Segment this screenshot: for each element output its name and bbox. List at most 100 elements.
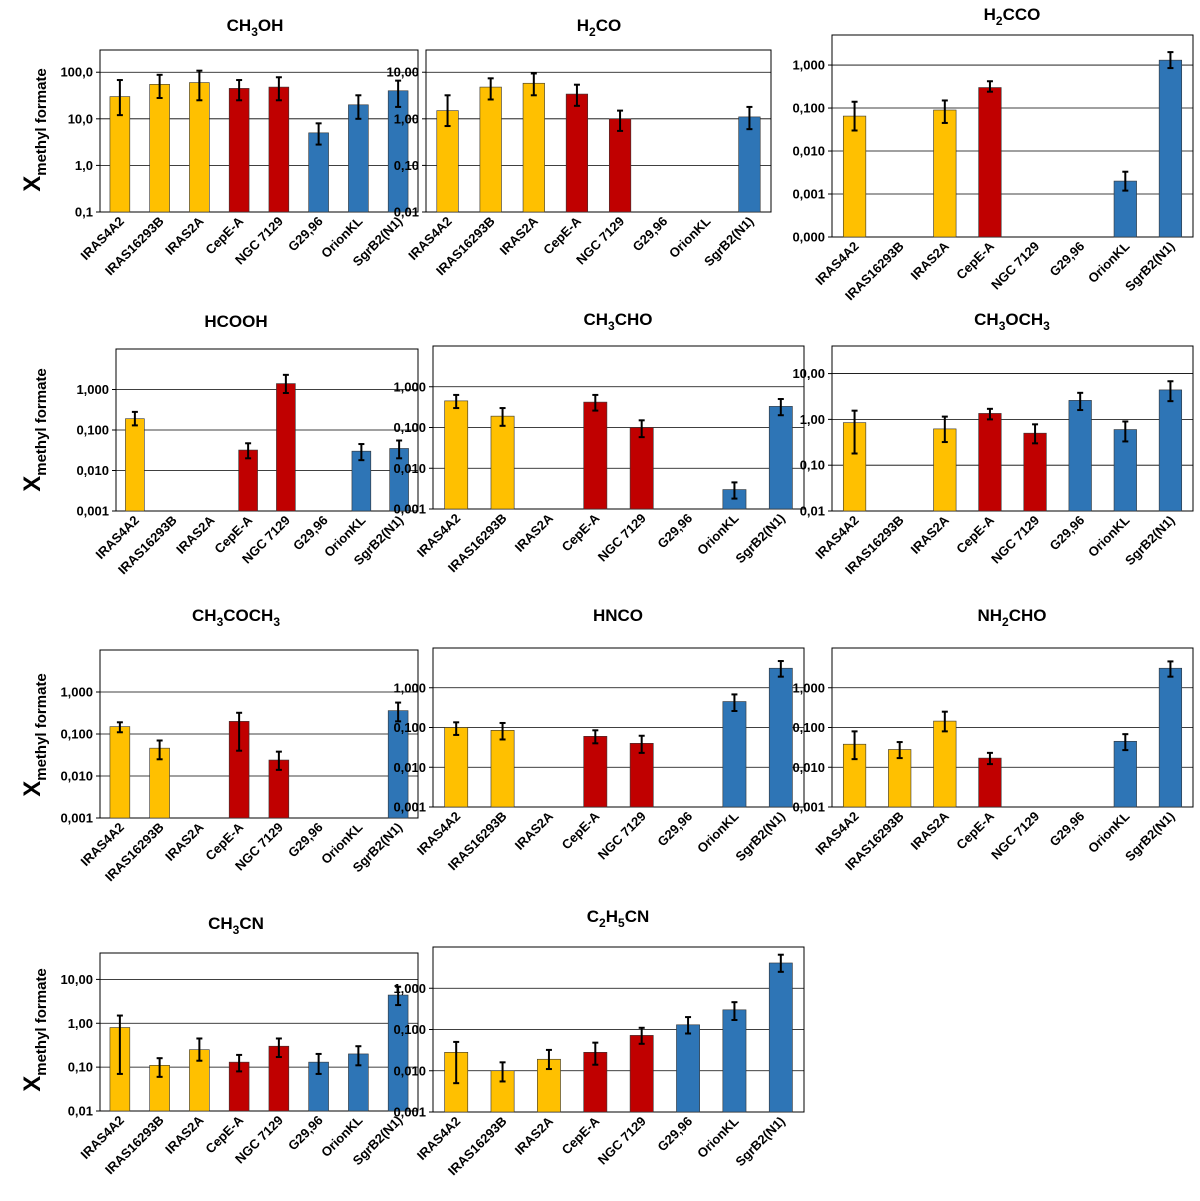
y-tick-label: 0,100 (393, 420, 426, 435)
x-tick-label: IRAS2A (908, 808, 953, 853)
bar-sgrb2-n1- (387, 994, 409, 1112)
plot-area (99, 952, 419, 1112)
x-tick-label: CepE-A (540, 213, 584, 257)
y-tick-label: 1,000 (76, 382, 109, 397)
y-tick-label: 10,0 (68, 111, 93, 126)
bar-g29-96 (676, 1024, 700, 1113)
error-bar (245, 442, 252, 460)
bar-sgrb2-n1- (768, 667, 793, 808)
error-bar (156, 1057, 163, 1078)
error-bar (592, 1041, 599, 1066)
y-tick-label: 0,10 (800, 458, 825, 473)
x-tick-label: NGC 7129 (595, 809, 649, 863)
panel-3: 0,0000,0010,0100,1001,000IRAS4A2IRAS1629… (792, 5, 1194, 303)
chart-title: H2CCO (984, 5, 1041, 28)
x-tick-label: CepE-A (953, 238, 997, 282)
error-bar (355, 1045, 362, 1067)
y-axis-label: Xmethyl formate (19, 368, 50, 492)
error-bar (1167, 660, 1174, 678)
error-bar (731, 481, 738, 500)
y-tick-label: 10,00 (792, 366, 825, 381)
x-tick-label: SgrB2(N1) (732, 1114, 788, 1170)
error-bar (499, 407, 506, 427)
y-tick-label: 0,100 (393, 1022, 426, 1037)
x-tick-label: SgrB2(N1) (732, 809, 788, 865)
y-axis-label: Xmethyl formate (19, 68, 50, 192)
error-bar (986, 80, 993, 93)
bar-cepe-a (583, 401, 608, 510)
chart-title: NH2CHO (977, 606, 1046, 629)
y-tick-label: 0,001 (792, 187, 825, 202)
y-tick-label: 0,010 (393, 461, 426, 476)
x-tick-label: G29,96 (654, 809, 695, 850)
error-bar (1122, 733, 1129, 752)
y-tick-label: 0,01 (800, 504, 825, 519)
x-tick-label: OrionKL (694, 510, 741, 557)
y-tick-label: 1,0 (75, 158, 93, 173)
y-tick-label: 1,00 (394, 111, 419, 126)
y-tick-label: 0,100 (60, 727, 93, 742)
error-bar (453, 721, 460, 736)
x-tick-label: IRAS2A (908, 238, 953, 283)
y-tick-label: 1,00 (68, 1016, 93, 1031)
error-bar (453, 393, 460, 410)
y-tick-label: 0,001 (792, 800, 825, 815)
plot-area (425, 49, 772, 213)
error-bar (731, 1001, 738, 1021)
bar-ngc-7129 (608, 118, 632, 213)
error-bar (777, 660, 784, 678)
error-bar (315, 122, 322, 146)
bar-sgrb2-n1- (1158, 389, 1183, 512)
error-bar (453, 1040, 460, 1085)
bar-ngc-7129 (1023, 432, 1047, 512)
bar-ngc-7129 (268, 86, 290, 213)
x-tick-label: IRAS2A (497, 213, 542, 258)
bar-cepe-a (978, 87, 1002, 238)
x-tick-label: NGC 7129 (595, 1114, 649, 1168)
x-tick-label: NGC 7129 (988, 239, 1042, 293)
error-bar (617, 109, 624, 132)
error-bar (1167, 380, 1174, 403)
x-tick-label: SgrB2(N1) (732, 511, 788, 567)
error-bar (941, 99, 948, 124)
error-bar (499, 1061, 506, 1083)
x-tick-label: IRAS2A (162, 213, 207, 258)
y-tick-label: 0,01 (394, 205, 419, 220)
error-bar (355, 94, 362, 120)
y-tick-label: 1,000 (792, 58, 825, 73)
y-tick-label: 0,100 (76, 423, 109, 438)
panel-2: 0,010,101,0010,00IRAS4A2IRAS16293BIRAS2A… (386, 16, 772, 278)
y-tick-label: 0,100 (792, 101, 825, 116)
x-tick-label: CepE-A (559, 510, 603, 554)
error-bar (851, 730, 858, 761)
error-bar (941, 415, 948, 444)
error-bar (282, 373, 289, 394)
x-tick-label: IRAS2A (512, 1113, 557, 1158)
error-bar (315, 1052, 322, 1075)
error-bar (395, 79, 402, 108)
x-tick-label: G29,96 (630, 214, 671, 255)
error-bar (777, 398, 784, 417)
y-tick-label: 0,001 (76, 504, 109, 519)
bar-sgrb2-n1- (768, 406, 793, 510)
x-tick-label: CepE-A (559, 1113, 603, 1157)
x-tick-label: G29,96 (1047, 513, 1088, 554)
panel-4: 0,0010,0100,1001,000IRAS4A2IRAS16293BIRA… (76, 312, 419, 577)
error-bar (777, 953, 784, 973)
error-bar (275, 750, 282, 771)
x-tick-label: CepE-A (953, 808, 997, 852)
error-bar (358, 443, 365, 462)
error-bar (592, 393, 599, 412)
bar-cepe-a (583, 736, 608, 808)
error-bar (396, 439, 403, 460)
bar-iras16293b (490, 730, 515, 808)
x-tick-label: G29,96 (1047, 809, 1088, 850)
plot-area (831, 345, 1194, 512)
chart-title: CH3CN (208, 914, 264, 937)
error-bar (236, 1053, 243, 1073)
y-tick-label: 0,001 (393, 800, 426, 815)
bar-sgrb2-n1- (738, 116, 761, 213)
